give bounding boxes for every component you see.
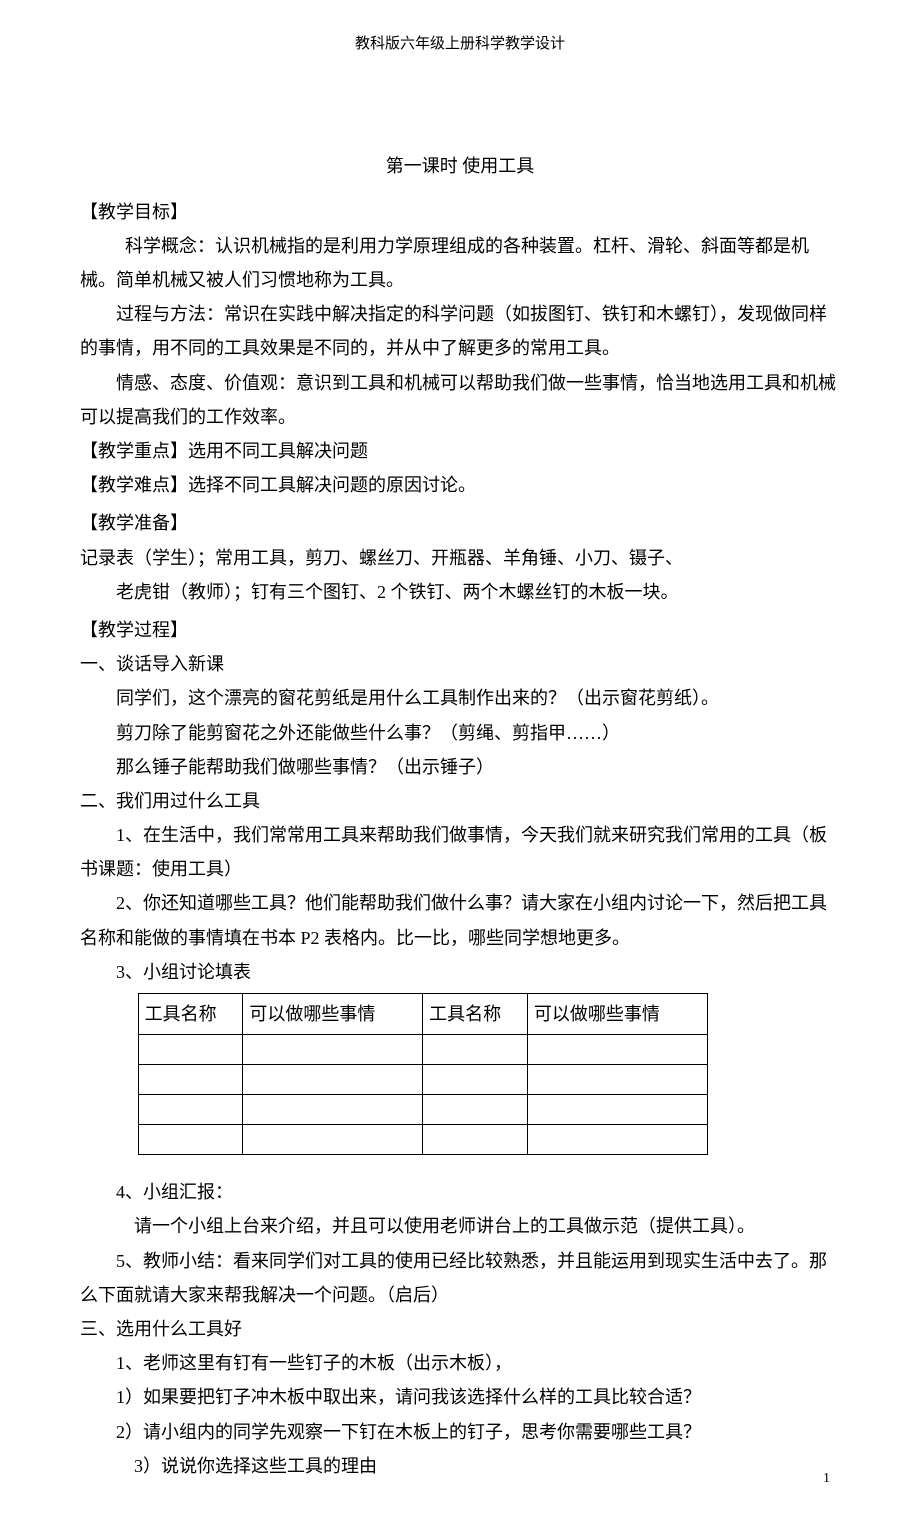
section-2-p4: 4、小组汇报：: [80, 1175, 840, 1209]
table-cell: [138, 1065, 243, 1095]
table-cell: [243, 1125, 423, 1155]
section-2-p3: 3、小组讨论填表: [80, 955, 840, 989]
prep-heading: 【教学准备】: [80, 506, 840, 540]
goal-concept: 科学概念：认识机械指的是利用力学原理组成的各种装置。杠杆、滑轮、斜面等都是机械。…: [80, 229, 840, 297]
table-cell: [138, 1035, 243, 1065]
table-cell: [527, 1125, 707, 1155]
table-header-cell: 可以做哪些事情: [527, 994, 707, 1035]
section-1-p1: 同学们，这个漂亮的窗花剪纸是用什么工具制作出来的？（出示窗花剪纸）。: [80, 681, 840, 715]
section-2-p6: 5、教师小结：看来同学们对工具的使用已经比较熟悉，并且能运用到现实生活中去了。那…: [80, 1244, 840, 1312]
page-header: 教科版六年级上册科学教学设计: [80, 30, 840, 59]
section-1-heading: 一、谈话导入新课: [80, 647, 840, 681]
goal-attitude: 情感、态度、价值观：意识到工具和机械可以帮助我们做一些事情，恰当地选用工具和机械…: [80, 366, 840, 434]
lesson-title: 第一课时 使用工具: [80, 149, 840, 183]
tools-table: 工具名称 可以做哪些事情 工具名称 可以做哪些事情: [138, 993, 708, 1155]
process-heading: 【教学过程】: [80, 613, 840, 647]
table-header-cell: 工具名称: [138, 994, 243, 1035]
goals-heading: 【教学目标】: [80, 195, 840, 229]
table-header-cell: 工具名称: [423, 994, 528, 1035]
table-row: [138, 1065, 707, 1095]
section-2-heading: 二、我们用过什么工具: [80, 784, 840, 818]
table-row: [138, 1095, 707, 1125]
table-cell: [527, 1065, 707, 1095]
table-cell: [423, 1065, 528, 1095]
table-cell: [243, 1035, 423, 1065]
tools-table-wrap: 工具名称 可以做哪些事情 工具名称 可以做哪些事情: [138, 993, 840, 1155]
section-1-p3: 那么锤子能帮助我们做哪些事情？（出示锤子）: [80, 750, 840, 784]
section-3-p3: 2）请小组内的同学先观察一下钉在木板上的钉子，思考你需要哪些工具？: [80, 1415, 840, 1449]
goal-method: 过程与方法：常识在实践中解决指定的科学问题（如拔图钉、铁钉和木螺钉），发现做同样…: [80, 297, 840, 365]
page-number: 1: [823, 1466, 830, 1493]
table-row: [138, 1035, 707, 1065]
table-cell: [423, 1035, 528, 1065]
table-cell: [243, 1065, 423, 1095]
table-cell: [138, 1095, 243, 1125]
section-2-p1: 1、在生活中，我们常常用工具来帮助我们做事情，今天我们就来研究我们常用的工具（板…: [80, 818, 840, 886]
table-cell: [243, 1095, 423, 1125]
prep-line-2: 老虎钳（教师）；钉有三个图钉、2 个铁钉、两个木螺丝钉的木板一块。: [80, 575, 840, 609]
keypoint: 【教学重点】选用不同工具解决问题: [80, 434, 840, 468]
section-3-heading: 三、选用什么工具好: [80, 1312, 840, 1346]
section-2-p2: 2、你还知道哪些工具？他们能帮助我们做什么事？请大家在小组内讨论一下，然后把工具…: [80, 886, 840, 954]
section-3-p4: 3）说说你选择这些工具的理由: [80, 1449, 840, 1483]
difficulty: 【教学难点】选择不同工具解决问题的原因讨论。: [80, 468, 840, 502]
prep-line-1: 记录表（学生）；常用工具，剪刀、螺丝刀、开瓶器、羊角锤、小刀、镊子、: [80, 541, 840, 575]
table-header-cell: 可以做哪些事情: [243, 994, 423, 1035]
table-cell: [138, 1125, 243, 1155]
table-header-row: 工具名称 可以做哪些事情 工具名称 可以做哪些事情: [138, 994, 707, 1035]
section-3-p1: 1、老师这里有钉有一些钉子的木板（出示木板），: [80, 1346, 840, 1380]
table-cell: [423, 1125, 528, 1155]
section-3-p2: 1）如果要把钉子冲木板中取出来，请问我该选择什么样的工具比较合适？: [80, 1380, 840, 1414]
table-cell: [527, 1035, 707, 1065]
table-cell: [527, 1095, 707, 1125]
table-cell: [423, 1095, 528, 1125]
section-1-p2: 剪刀除了能剪窗花之外还能做些什么事？（剪绳、剪指甲……）: [80, 716, 840, 750]
table-row: [138, 1125, 707, 1155]
section-2-p5: 请一个小组上台来介绍，并且可以使用老师讲台上的工具做示范（提供工具）。: [80, 1209, 840, 1243]
